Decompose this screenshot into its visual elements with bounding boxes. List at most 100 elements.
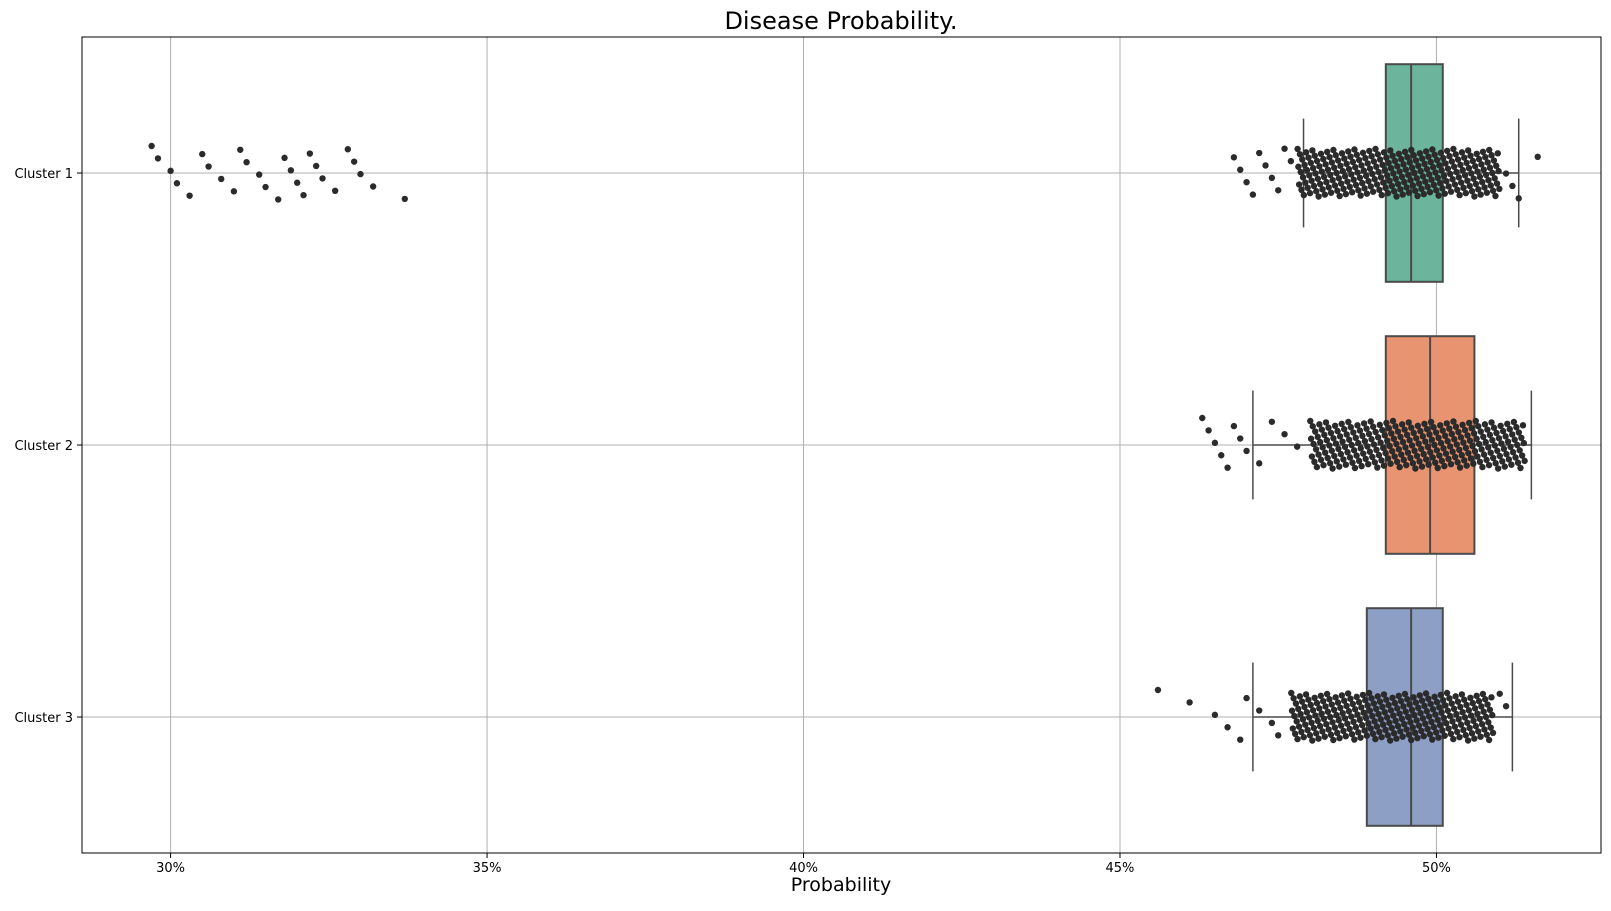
strip-point [1515,429,1523,436]
strip-point [1521,457,1528,465]
strip-point [1496,185,1503,193]
strip-point [1423,165,1431,173]
strip-point [1422,438,1429,445]
strip-point [1348,171,1355,178]
strip-point [1347,153,1354,160]
strip-point [1376,156,1384,163]
strip-point [1375,451,1383,459]
strip-point [1457,161,1464,169]
strip-point [1374,693,1381,700]
strip-point [1489,711,1496,719]
strip-point [1333,711,1340,719]
strip-point [1432,169,1439,176]
strip-point [1340,727,1347,735]
strip-point [1451,723,1459,730]
strip-point [1387,165,1395,172]
strip-point [1309,737,1316,744]
strip-point [1485,461,1493,469]
strip-point [1414,734,1421,742]
strip-point [1308,453,1316,460]
strip-point [1432,429,1440,436]
strip-point [1461,172,1469,179]
strip-point [1337,722,1345,729]
strip-point [1434,716,1441,724]
strip-point [1484,701,1491,708]
strip-point [1425,461,1432,468]
strip-point [1312,428,1319,435]
strip-point [1341,715,1349,722]
strip-point [1366,448,1374,455]
strip-point [1369,730,1377,737]
strip-point [1502,433,1509,440]
strip-point [1417,709,1424,717]
strip-point [1456,191,1463,199]
strip-point [1415,180,1423,187]
strip-point [1478,446,1485,453]
strip-point [1350,176,1357,183]
strip-point [1443,147,1451,155]
strip-point [1299,156,1306,163]
strip-point [1401,721,1408,728]
strip-point [1309,165,1317,172]
strip-point [1416,692,1423,699]
strip-point [1403,184,1410,191]
strip-point [1316,705,1323,712]
strip-point [1351,706,1359,713]
strip-point [1486,706,1494,713]
strip-point-outlier [312,162,320,170]
strip-point [1379,426,1386,434]
strip-point [1386,737,1394,744]
strip-point [1300,191,1308,199]
strip-point [1438,457,1446,465]
strip-point-outlier [1154,686,1162,694]
strip-point [1387,460,1394,467]
strip-point [1419,433,1427,440]
strip-point [1435,434,1442,441]
strip-point [1371,459,1379,466]
strip-point [1513,441,1521,449]
strip-point [1481,726,1488,733]
strip-point [1360,450,1367,457]
strip-point [1311,152,1318,159]
strip-point [1512,454,1519,461]
strip-point [1341,155,1348,162]
strip-point [1389,448,1396,455]
strip-point [1476,173,1484,181]
strip-point [1338,180,1345,187]
strip-point [1342,733,1349,740]
strip-point [1336,734,1343,742]
strip-point [1366,165,1374,172]
strip-point [1455,174,1463,181]
strip-point [1446,153,1453,160]
strip-point [1388,724,1395,732]
strip-point [1476,715,1483,723]
strip-point [1289,725,1297,732]
strip-point [1403,431,1411,439]
strip-point [1484,159,1491,166]
strip-point [1449,176,1456,183]
axis-layer: 30% 35% 40% 45% 50% Cluster 1 Cluster 2 Cluster… [14,36,1602,876]
strip-point [1433,447,1441,454]
strip-point [1419,173,1427,180]
y-tick-label: Cluster 1 [14,167,73,182]
strip-point [1332,440,1340,447]
strip-point [1372,428,1379,436]
strip-point [1417,427,1424,435]
strip-point [1459,709,1466,716]
strip-point [1354,711,1361,718]
strip-point [1382,726,1389,734]
strip-point [1461,154,1468,161]
strip-point [1428,718,1435,725]
strip-point [1399,438,1407,446]
strip-point [1336,433,1344,440]
strip-point [1373,163,1380,170]
strip-point [1326,442,1333,449]
strip-point [1408,424,1415,431]
strip-point [1450,705,1458,713]
strip-point-outlier [1502,170,1510,177]
strip-point [1459,421,1466,429]
strip-point [1355,156,1363,164]
strip-point [1454,156,1462,163]
strip-point [1395,150,1403,157]
strip-point [1341,697,1348,704]
